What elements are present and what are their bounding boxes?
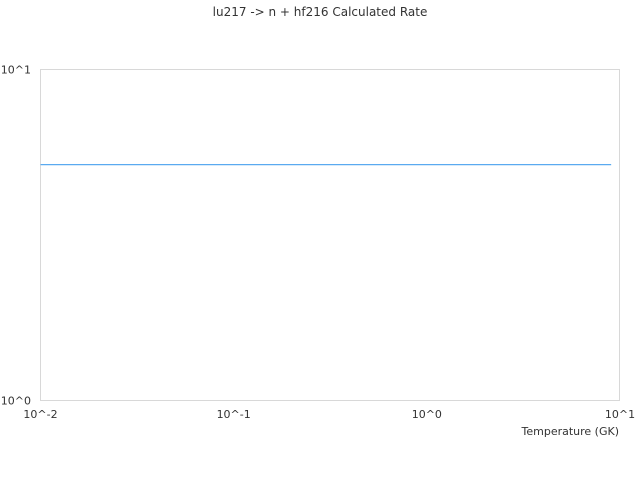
- x-axis-ticks: 10^-2 10^-1 10^0 10^1: [23, 408, 635, 421]
- x-tick-label: 10^-1: [217, 408, 251, 421]
- x-tick-label: 10^0: [412, 408, 442, 421]
- chart-title: lu217 -> n + hf216 Calculated Rate: [213, 5, 428, 19]
- x-tick-label: 10^-2: [23, 408, 57, 421]
- y-axis-ticks: 10^0 10^1: [1, 64, 31, 408]
- plot-area: [40, 69, 620, 401]
- x-axis-label: Temperature (GK): [521, 425, 620, 438]
- y-tick-label: 10^1: [1, 64, 31, 77]
- y-tick-label: 10^0: [1, 395, 31, 408]
- x-tick-label: 10^1: [605, 408, 635, 421]
